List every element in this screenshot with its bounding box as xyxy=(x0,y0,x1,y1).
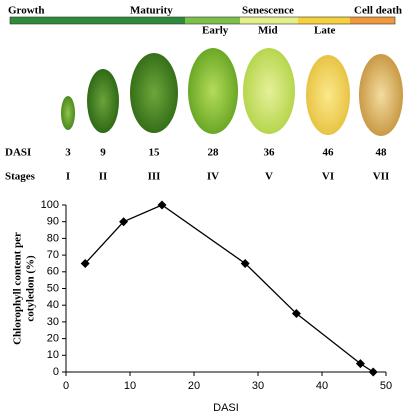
stage-value: II xyxy=(99,171,108,183)
dasi-value: 3 xyxy=(65,147,71,159)
stage-value: V xyxy=(265,171,273,183)
y-tick-label: 80 xyxy=(47,232,59,244)
y-tick-label: 60 xyxy=(47,266,59,278)
point xyxy=(291,309,301,319)
point xyxy=(157,200,167,210)
y-tick-label: 100 xyxy=(41,199,59,211)
dasi-value: 48 xyxy=(376,147,388,159)
point xyxy=(368,367,378,377)
y-tick-label: 90 xyxy=(47,216,59,228)
phase-label: Growth xyxy=(8,5,44,17)
dasi-value: 28 xyxy=(208,147,220,159)
phase-bar xyxy=(9,16,396,25)
x-tick-label: 20 xyxy=(188,380,200,392)
phase-label: Senescence xyxy=(242,5,294,17)
point xyxy=(80,258,90,268)
stage-value: VII xyxy=(373,171,390,183)
row-label: DASI xyxy=(5,147,31,159)
dasi-value: 46 xyxy=(323,147,335,159)
x-tick-label: 30 xyxy=(252,380,264,392)
y-tick-label: 20 xyxy=(47,333,59,345)
y-tick-label: 10 xyxy=(47,349,59,361)
y-axis-label: cotyledon (%) xyxy=(25,255,37,322)
dasi-value: 9 xyxy=(100,147,106,159)
leaves xyxy=(61,48,403,136)
y-axis-label: Chlorophyll content per xyxy=(12,232,24,345)
x-axis-label: DASI xyxy=(213,402,239,414)
x-tick-label: 10 xyxy=(124,380,136,392)
dasi-value: 36 xyxy=(264,147,276,159)
y-tick-label: 0 xyxy=(53,366,59,378)
phase-label: Maturity xyxy=(130,5,173,17)
line xyxy=(84,204,374,373)
y-tick-label: 50 xyxy=(47,282,59,294)
x-tick-label: 50 xyxy=(380,380,392,392)
stage-value: I xyxy=(66,171,70,183)
stage-value: III xyxy=(148,171,161,183)
subphase-label: Early xyxy=(202,25,229,37)
point xyxy=(240,258,250,268)
subphase-label: Late xyxy=(314,25,336,37)
point xyxy=(119,217,129,227)
x-tick-label: 0 xyxy=(63,380,69,392)
stage-value: IV xyxy=(207,171,219,183)
phase-label: Cell death xyxy=(354,5,402,17)
y-tick-label: 30 xyxy=(47,316,59,328)
subphase-label: Mid xyxy=(258,25,278,37)
dasi-value: 15 xyxy=(149,147,161,159)
y-tick-label: 70 xyxy=(47,249,59,261)
row-label: Stages xyxy=(5,171,36,183)
x-tick-label: 40 xyxy=(316,380,328,392)
y-tick-label: 40 xyxy=(47,299,59,311)
stage-value: VI xyxy=(322,171,334,183)
point xyxy=(355,359,365,369)
